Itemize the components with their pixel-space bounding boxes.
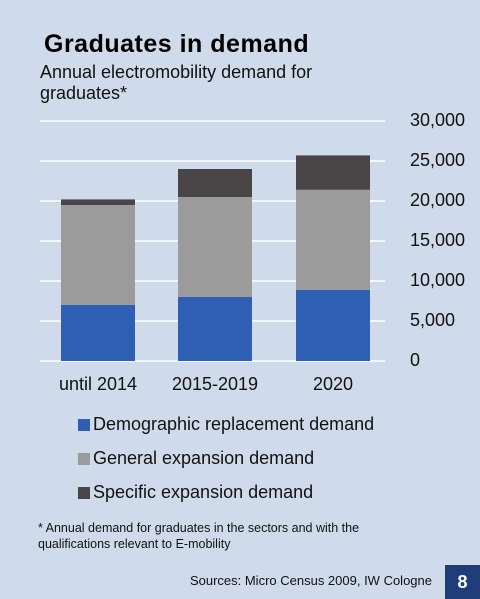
x-tick-label: 2015-2019 (172, 374, 258, 394)
bar-segment (61, 199, 135, 205)
bar-segment (296, 155, 370, 190)
x-tick-label: 2020 (313, 374, 353, 394)
chart-title: Graduates in demand (44, 30, 310, 58)
bar-segment (178, 197, 252, 297)
legend-swatch (78, 453, 90, 465)
page-number: 8 (445, 565, 480, 599)
y-tick-label: 5,000 (410, 310, 455, 330)
legend-label: Demographic replacement demand (93, 414, 374, 434)
legend-swatch (78, 419, 90, 431)
legend-label: Specific expansion demand (93, 482, 313, 502)
y-tick-label: 30,000 (410, 110, 465, 130)
y-tick-label: 0 (410, 350, 420, 370)
bar-segment (296, 289, 370, 361)
bar-segment (61, 205, 135, 305)
y-tick-label: 15,000 (410, 230, 465, 250)
footnote: * Annual demand for graduates in the sec… (38, 521, 360, 551)
bar-segment (178, 169, 252, 197)
legend-label: General expansion demand (93, 448, 314, 468)
x-tick-label: until 2014 (59, 374, 137, 394)
source: Sources: Micro Census 2009, IW Cologne (189, 573, 432, 588)
y-tick-label: 10,000 (410, 270, 465, 290)
y-tick-label: 25,000 (410, 150, 465, 170)
y-tick-label: 20,000 (410, 190, 465, 210)
bar-segment (61, 305, 135, 361)
bar-segment (178, 297, 252, 361)
chart-subtitle: Annual electromobility demand for gradua… (40, 62, 313, 103)
bar-segment (296, 189, 370, 290)
legend-swatch (78, 487, 90, 499)
